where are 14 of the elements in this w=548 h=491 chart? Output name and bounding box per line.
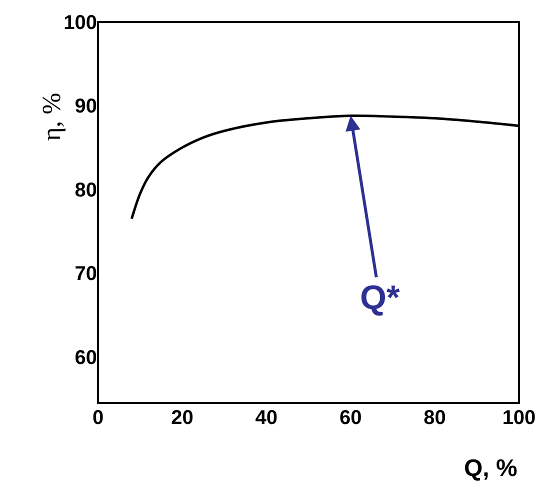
x-axis-title: Q, % <box>464 455 518 482</box>
y-tick-label: 70 <box>74 263 97 286</box>
x-tick-label: 80 <box>424 407 446 429</box>
x-tick-label: 0 <box>92 407 104 429</box>
x-tick-label: 100 <box>502 407 536 429</box>
annotation: Q* <box>360 279 400 317</box>
y-tick-label: 80 <box>74 179 97 202</box>
x-tick-label: 60 <box>339 407 362 429</box>
y-tick-label: 90 <box>74 96 97 118</box>
x-tick-label: 20 <box>171 407 194 429</box>
y-tick-label: 60 <box>74 346 97 369</box>
y-tick-label: 100 <box>64 12 97 34</box>
y-axis-title: η, % <box>36 92 66 141</box>
x-tick-label: 40 <box>255 407 278 429</box>
